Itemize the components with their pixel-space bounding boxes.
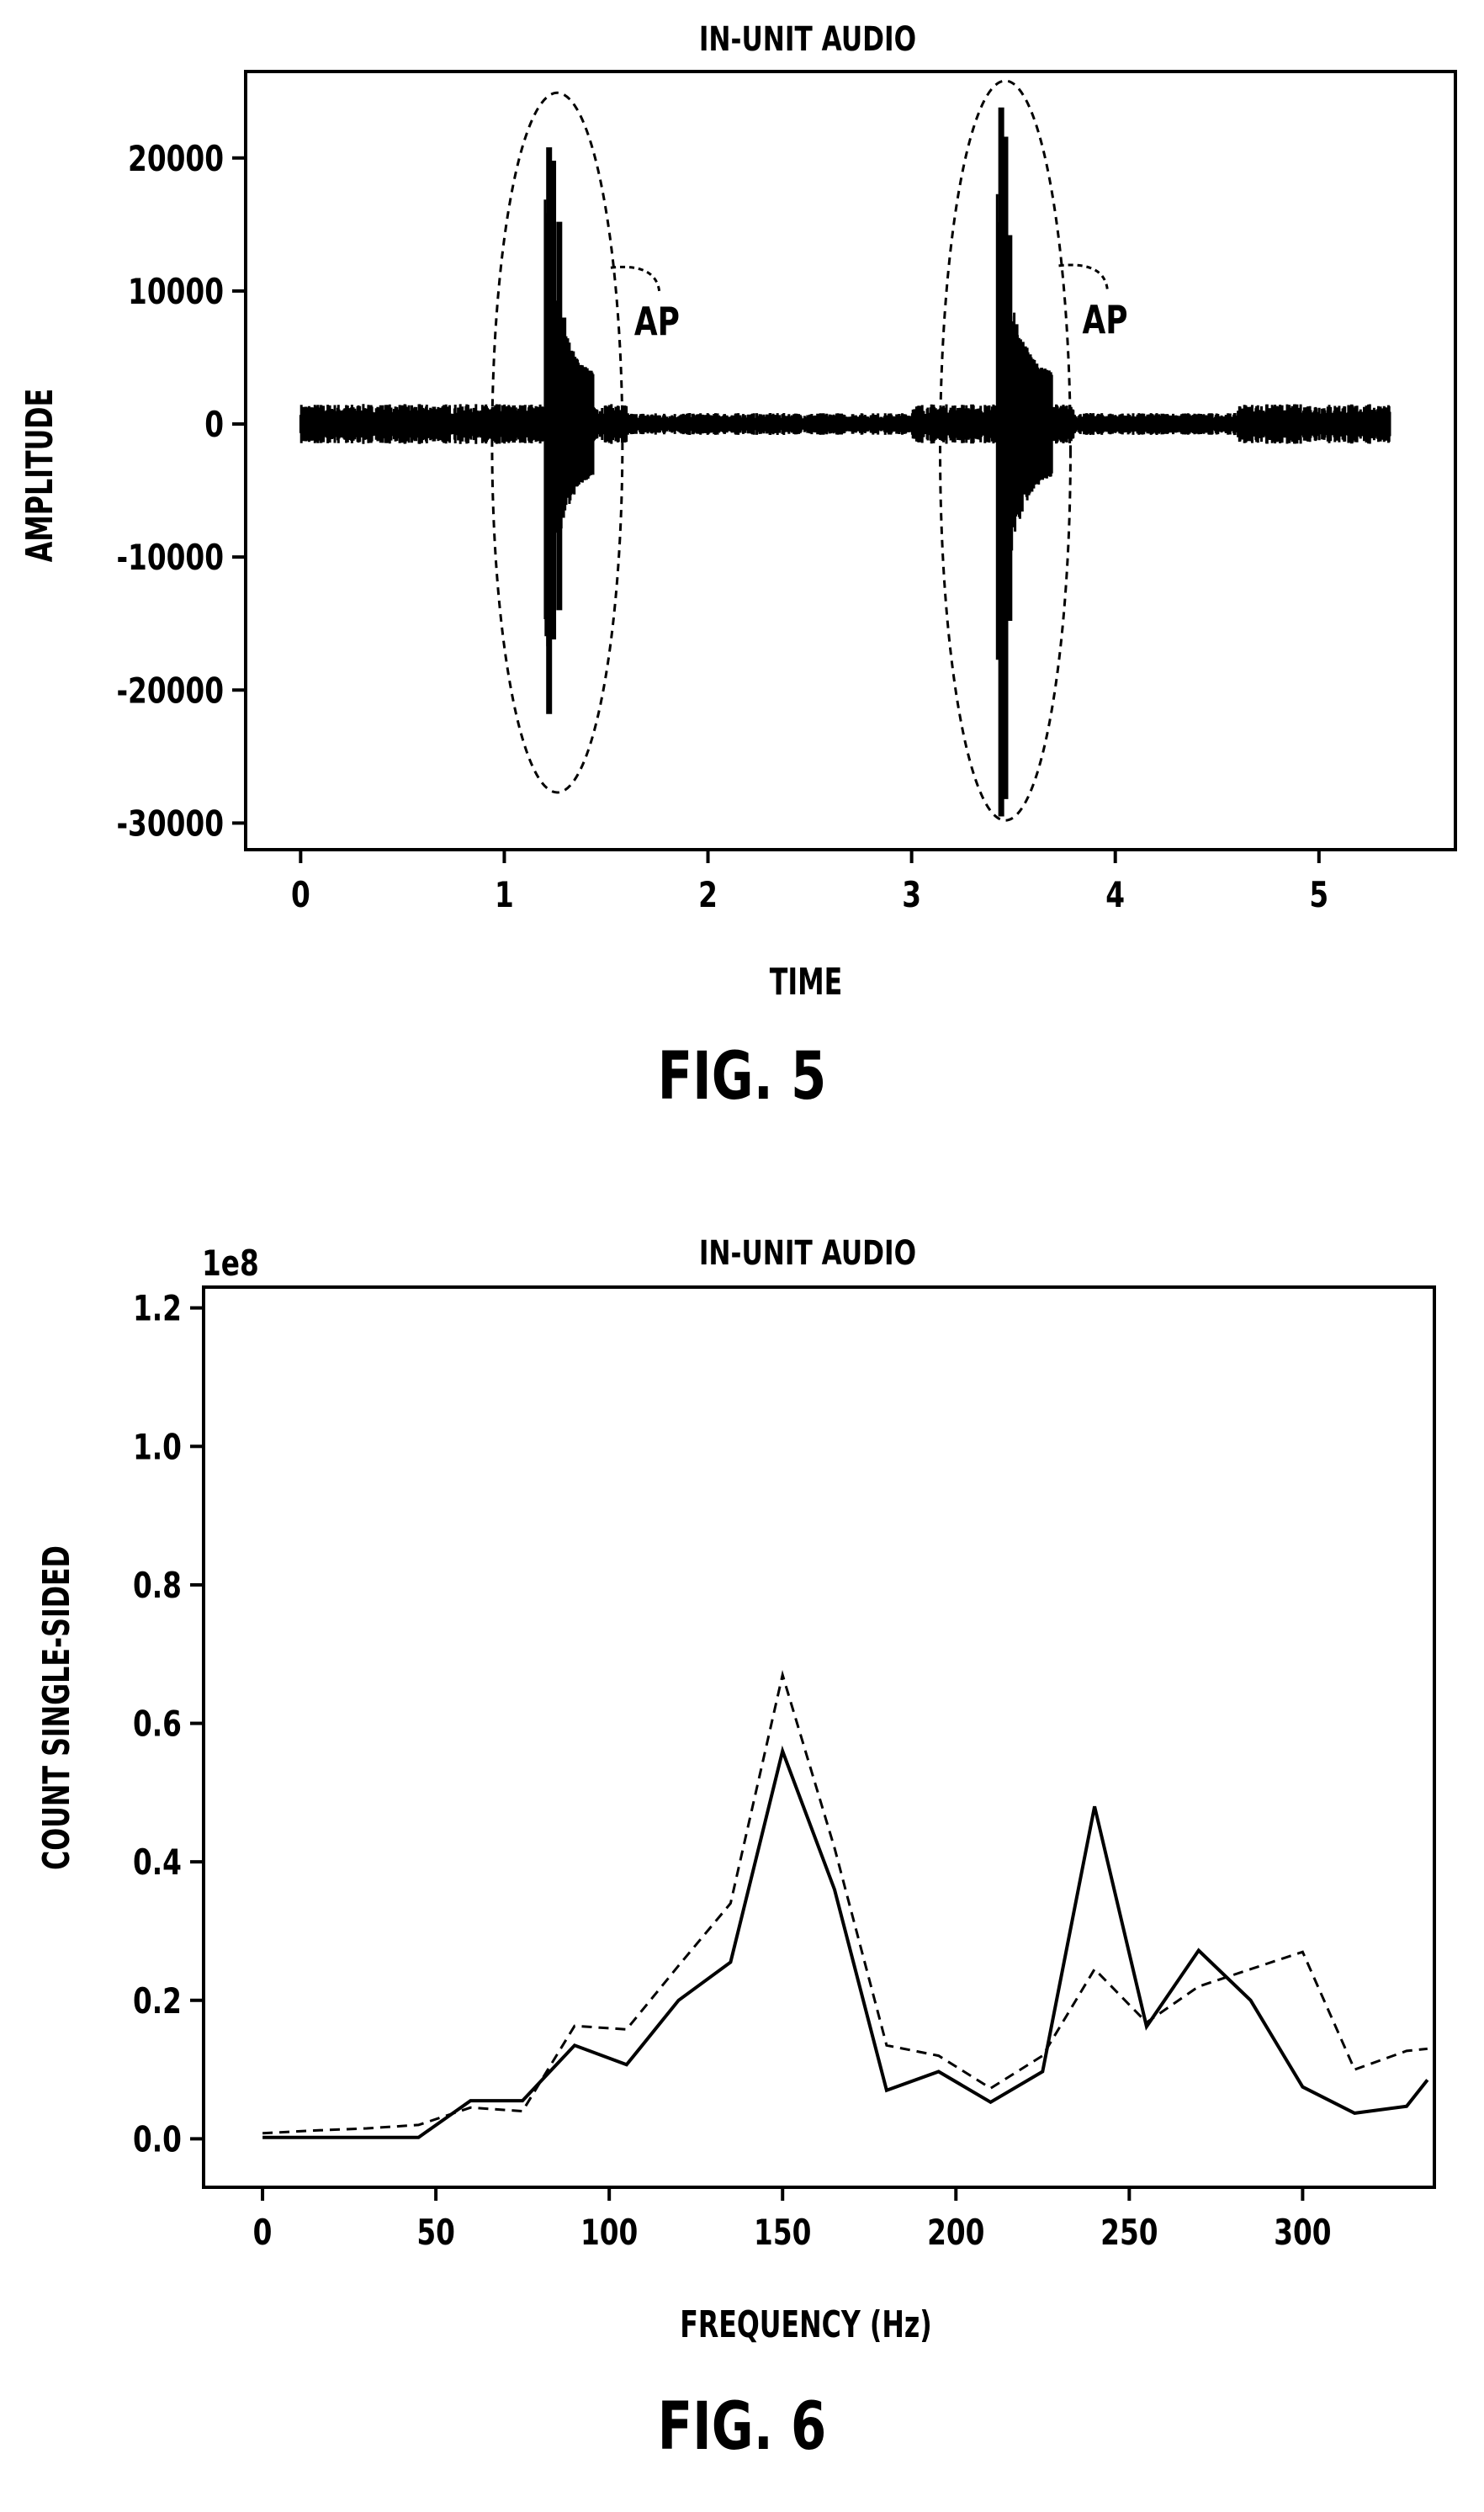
fig6-plot-frame <box>202 1285 1436 2189</box>
fig6-y-tick-label: 0.4 <box>133 1842 182 1883</box>
fig6-x-tick-label: 0 <box>253 2212 273 2253</box>
fig5-x-tick-label: 0 <box>291 874 310 915</box>
fig5-y-axis: -30000 -20000 -10000 0 10000 20000 <box>116 138 246 844</box>
fig6-spectrum-chart: IN-UNIT AUDIO 1e8 0.00.20.40.60.81.01.2 … <box>35 1234 1436 2347</box>
fig6-y-axis-label: COUNT SINGLE-SIDED <box>35 1545 79 1870</box>
fig6-plot-area <box>262 1670 1429 2139</box>
fig6-x-tick-label: 300 <box>1274 2212 1331 2253</box>
fig5-x-axis: 0 1 2 3 4 5 <box>291 850 1328 915</box>
fig5-y-axis-label: AMPLITUDE <box>19 389 62 562</box>
fig5-y-tick-label: -30000 <box>116 803 224 844</box>
fig5-annotation-leader-1 <box>610 265 661 294</box>
fig5-annotation-ellipse-1 <box>490 91 624 794</box>
fig6-x-axis: 0 50 100 150 200 250 300 <box>253 2187 1332 2253</box>
fig6-y-tick-label: 0.0 <box>133 2118 182 2160</box>
fig5-y-tick-label: 20000 <box>128 138 224 179</box>
fig5-chart-title: IN-UNIT AUDIO <box>699 20 916 59</box>
fig6-y-tick-label: 0.8 <box>133 1565 182 1606</box>
fig6-y-axis: 0.0 0.2 0.4 0.6 0.8 1.0 1.2 <box>133 1288 204 2160</box>
fig6-x-tick-label: 200 <box>927 2212 984 2253</box>
fig5-x-tick-label: 5 <box>1309 874 1328 915</box>
fig5-plot-area <box>299 107 1391 817</box>
fig6-y-tick-label: 0.6 <box>133 1704 182 1745</box>
fig6-series-dashed-line <box>262 1670 1428 2135</box>
fig6-series-solid-line <box>262 1745 1429 2139</box>
fig5-y-tick-label: -10000 <box>116 537 224 578</box>
fig5-x-tick-label: 3 <box>902 874 921 915</box>
fig5-annotation-label-2: AP <box>1082 297 1127 342</box>
fig6-x-tick-label: 250 <box>1100 2212 1158 2253</box>
fig6-caption: FIG. 6 <box>657 2389 827 2465</box>
fig6-y-tick-label: 1.2 <box>133 1288 182 1329</box>
fig5-caption: FIG. 5 <box>657 1039 827 1115</box>
fig6-y-tick-label: 0.2 <box>133 1980 182 2022</box>
fig5-x-axis-label: TIME <box>770 961 843 1004</box>
fig6-offset-label: 1e8 <box>202 1243 259 1284</box>
fig5-x-tick-label: 4 <box>1105 874 1125 915</box>
fig6-x-tick-label: 100 <box>580 2212 638 2253</box>
fig5-annotations: AP AP <box>490 79 1128 822</box>
fig6-y-tick-label: 1.0 <box>133 1426 182 1467</box>
fig5-x-tick-label: 1 <box>495 874 514 915</box>
fig6-chart-title: IN-UNIT AUDIO <box>699 1234 916 1273</box>
fig5-waveform-chart: IN-UNIT AUDIO -30000-20000-1000001000020… <box>19 20 1457 1004</box>
fig5-plot-frame <box>244 70 1457 851</box>
fig5-annotation-leader-2 <box>1058 263 1110 292</box>
fig5-y-tick-label: -20000 <box>116 670 224 711</box>
fig5-annotation-label-1: AP <box>634 299 680 345</box>
fig5-y-tick-label: 0 <box>204 404 224 445</box>
fig5-x-tick-label: 2 <box>698 874 718 915</box>
fig5-annotation-ellipse-2 <box>939 79 1072 822</box>
fig6-x-axis-label: FREQUENCY (Hz) <box>680 2303 932 2347</box>
fig5-y-tick-label: 10000 <box>128 271 224 312</box>
fig6-x-tick-label: 50 <box>416 2212 455 2253</box>
fig6-x-tick-label: 150 <box>754 2212 811 2253</box>
